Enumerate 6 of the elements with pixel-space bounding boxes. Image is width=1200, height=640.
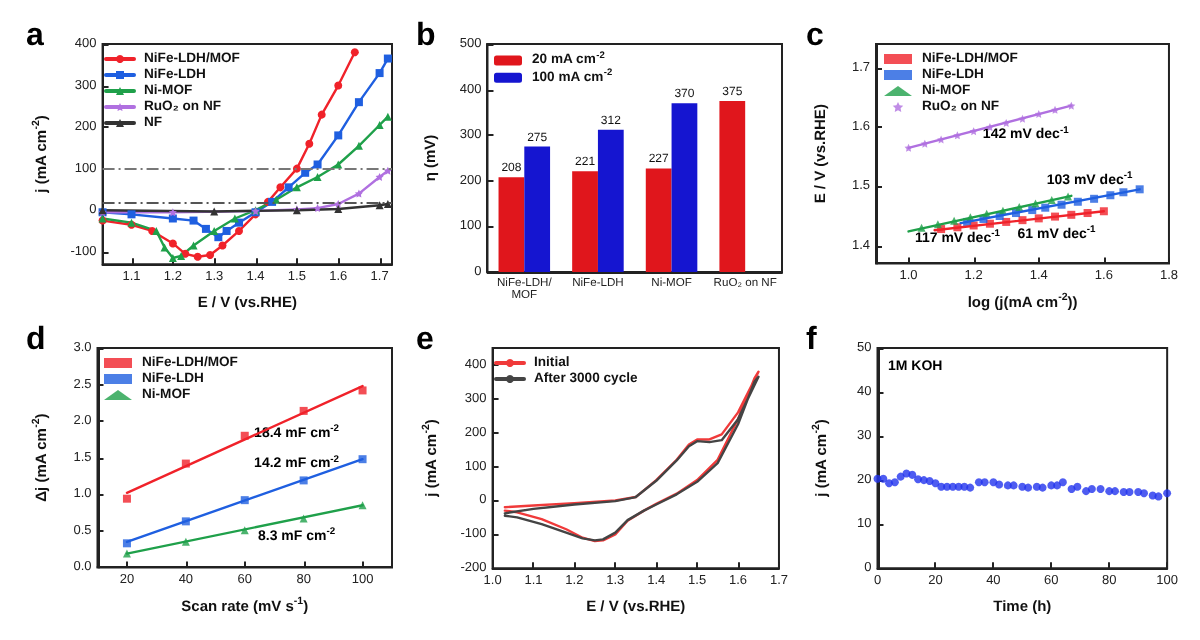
chart-title: a <box>26 19 44 53</box>
chart-title: d <box>26 323 46 357</box>
chart-title: b <box>416 19 436 53</box>
chart-title: c <box>806 19 824 53</box>
chart-title: f <box>806 323 818 357</box>
chart-title: e <box>416 323 434 357</box>
